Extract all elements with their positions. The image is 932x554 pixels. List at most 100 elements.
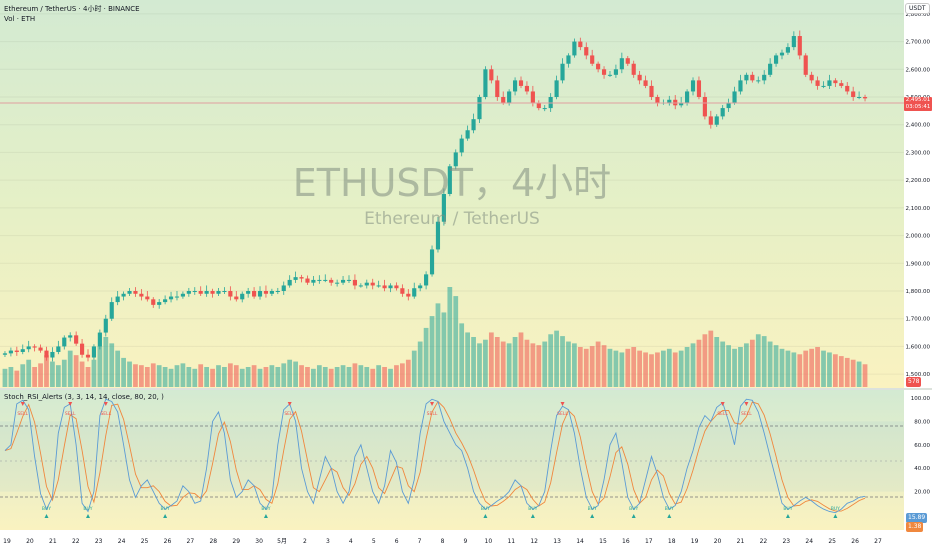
candle-body	[429, 249, 435, 275]
volume-bar	[168, 368, 174, 387]
candle-body	[352, 279, 358, 286]
stoch-band-fill	[0, 421, 904, 492]
candle-body	[44, 350, 49, 358]
volume-legend[interactable]: Vol · ETH	[4, 15, 36, 23]
volume-bar	[14, 370, 20, 387]
candle-body	[68, 335, 73, 338]
candle-body	[501, 97, 506, 103]
time-tick-label: 3	[326, 538, 330, 545]
volume-bar	[227, 363, 233, 387]
stoch-tick-label: 60.00	[914, 443, 930, 449]
candle-body	[91, 346, 97, 358]
volume-bar	[447, 287, 453, 387]
candle-body	[151, 299, 156, 305]
candle-body	[406, 293, 411, 297]
candle-body	[845, 85, 850, 92]
volume-bar	[761, 336, 767, 387]
time-tick-label: 27	[874, 538, 882, 545]
time-tick-label: 5月	[277, 538, 287, 545]
candle-body	[596, 63, 601, 70]
price-axis-background	[904, 0, 932, 550]
candle-body	[815, 80, 820, 86]
time-axis[interactable]: 19 20 21 22 23 24 25 26 27 28 29 30 5月 2 3 4 5 6 7 8 9 10 11 12…	[3, 538, 882, 545]
candle-body	[168, 296, 174, 300]
volume-bar	[500, 341, 506, 387]
volume-bar	[637, 350, 643, 387]
volume-bar	[210, 368, 215, 387]
candle-body	[435, 221, 441, 250]
buy-signal-label: BUY	[161, 506, 170, 512]
candle-body	[50, 351, 55, 358]
volume-bar	[50, 361, 55, 387]
candle-body	[305, 278, 310, 283]
candle-body	[133, 291, 138, 294]
buy-signal-icon	[44, 514, 49, 518]
stoch-axis[interactable]: 100.00 80.00 60.00 40.00 20.00	[911, 396, 931, 496]
volume-bar	[827, 352, 832, 387]
volume-bar	[275, 367, 281, 387]
buy-signal-label: BUY	[83, 506, 92, 512]
buy-signal-label: BUY	[665, 506, 674, 512]
volume-bar	[512, 337, 518, 387]
symbol-legend[interactable]: Ethereum / TetherUS · 4小时 · BINANCE	[4, 5, 140, 13]
currency-badge[interactable]: USDT	[905, 3, 930, 14]
candle-body	[833, 80, 838, 84]
volume-bar	[708, 330, 714, 387]
candle-body	[376, 285, 381, 287]
price-tick-label: 1,700.00	[906, 317, 931, 323]
candle-body	[139, 293, 144, 297]
candle-body	[388, 285, 393, 289]
volume-bar	[394, 365, 399, 387]
candle-body	[809, 74, 814, 81]
signal-layer: SELL BUY SELL BUY SELL BUY BUY SELL SELL BUY BUY SE…	[17, 402, 840, 518]
candle-body	[79, 343, 85, 355]
candle-body	[252, 291, 257, 297]
volume-bar	[435, 303, 441, 387]
volume-bar	[524, 339, 530, 387]
candle-body	[791, 36, 796, 48]
volume-bar	[97, 346, 103, 387]
time-tick-label: 17	[645, 538, 653, 545]
volume-value-tag: 578	[906, 377, 922, 387]
candle-body	[655, 97, 660, 103]
candle-body	[198, 291, 203, 294]
volume-bar	[702, 334, 708, 387]
candle-body	[702, 97, 707, 117]
candle-body	[447, 166, 452, 194]
candle-body	[74, 335, 79, 344]
volume-bar	[334, 367, 340, 387]
stoch-tick-label: 100.00	[911, 396, 931, 402]
price-axis[interactable]: 1,500.00 1,600.00 1,700.00 1,800.00 1,900.00…	[906, 12, 931, 378]
volume-bar	[506, 343, 512, 387]
candle-body	[412, 288, 417, 297]
candle-body	[726, 102, 731, 109]
candle-body	[512, 80, 518, 92]
buy-signal-icon	[590, 514, 595, 518]
volume-bar	[583, 348, 589, 387]
time-tick-label: 30	[255, 538, 263, 545]
volume-bar	[542, 341, 548, 387]
time-tick-label: 25	[141, 538, 149, 545]
current-price-value: 2,495.01	[905, 97, 931, 103]
candle-body	[121, 293, 126, 297]
volume-bar	[566, 341, 571, 387]
candle-body	[394, 285, 399, 289]
buy-signal-label: BUY	[831, 506, 840, 512]
time-tick-label: 16	[622, 538, 630, 545]
candle-body	[489, 69, 494, 81]
volume-bar	[198, 364, 204, 387]
buy-signal-icon	[163, 514, 168, 518]
buy-signal-icon	[631, 514, 636, 518]
sell-signal-label: SELL	[284, 411, 295, 417]
indicator-legend[interactable]: Stoch_RSI_Alerts (3, 3, 14, 14, close, 8…	[4, 393, 164, 401]
candle-body	[62, 337, 67, 347]
time-tick-label: 21	[737, 538, 745, 545]
candle-body	[275, 291, 280, 292]
volume-bar	[417, 341, 423, 387]
volume-bar	[281, 363, 287, 387]
candle-body	[317, 279, 322, 281]
candle-body	[862, 97, 868, 99]
volume-bar	[376, 365, 382, 387]
candle-body	[85, 354, 91, 358]
